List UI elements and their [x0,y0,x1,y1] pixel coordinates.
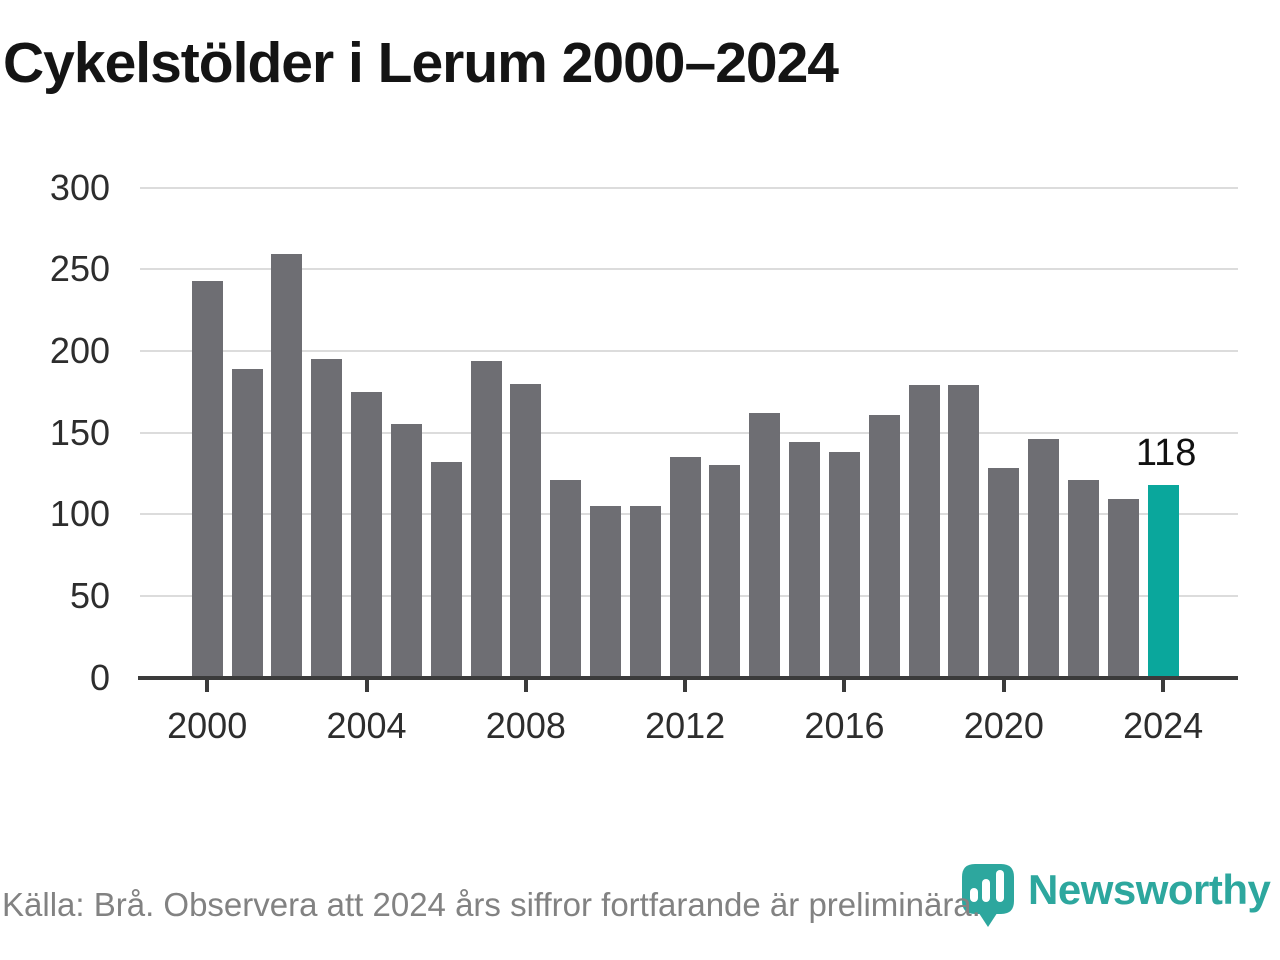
x-tick-2020 [1001,679,1006,692]
bar-2014 [749,412,781,678]
bar-2012 [669,457,701,678]
x-axis-line [138,675,1238,680]
bar-2010 [590,506,621,678]
x-tick-2016 [842,679,847,692]
bar-2000 [191,280,223,678]
bar-2019 [948,385,980,678]
x-tick-2008 [523,679,528,692]
x-tick-2000 [205,679,210,692]
bar-value-label-2024: 118 [1135,431,1197,474]
x-tick-2024 [1161,679,1166,692]
bar-2011 [629,506,661,678]
bar-2006 [430,461,462,678]
bar-2018 [908,385,940,678]
newsworthy-bubble-chart-icon [962,864,1014,927]
x-axis-label-2004: 2004 [326,705,407,746]
bar-2022 [1067,479,1099,678]
bar-2005 [390,424,422,678]
gridline-250 [140,268,1238,271]
x-axis-label-2020: 2020 [963,705,1044,746]
bar-2004 [351,391,383,678]
y-axis-label-300: 300 [49,166,110,208]
newsworthy-wordmark: Newsworthy [1028,866,1271,913]
x-axis-label-2008: 2008 [485,705,566,746]
bar-2016 [828,452,860,678]
source-note: Källa: Brå. Observera att 2024 års siffr… [2,886,981,923]
x-axis-label-2000: 2000 [167,705,248,746]
bar-2001 [231,368,263,678]
y-axis-label-200: 200 [49,329,110,371]
gridline-300 [140,186,1238,189]
page-title: Cykelstölder i Lerum 2000–2024 [3,31,839,95]
x-axis-label-2024: 2024 [1123,705,1204,746]
bar-2008 [510,383,542,678]
y-axis-label-50: 50 [69,574,110,616]
bar-2021 [1028,439,1060,678]
bar-2003 [311,359,343,678]
bar-2007 [470,360,502,678]
y-axis-label-150: 150 [49,411,110,453]
x-tick-2012 [683,679,688,692]
x-axis-label-2012: 2012 [645,705,726,746]
y-axis-label-100: 100 [49,493,110,535]
y-axis-label-0: 0 [89,656,110,698]
bar-2015 [789,442,821,678]
gridline-150 [140,431,1238,434]
bar-2023 [1107,499,1139,678]
bar-2013 [709,465,741,678]
y-axis-label-250: 250 [49,248,110,290]
gridline-200 [140,349,1238,352]
bar-2024 [1147,484,1179,678]
x-axis-label-2016: 2016 [804,705,885,746]
bar-2020 [988,468,1020,678]
bar-2009 [550,479,582,678]
bar-2002 [271,254,303,678]
x-tick-2004 [364,679,369,692]
bar-2017 [868,414,900,678]
